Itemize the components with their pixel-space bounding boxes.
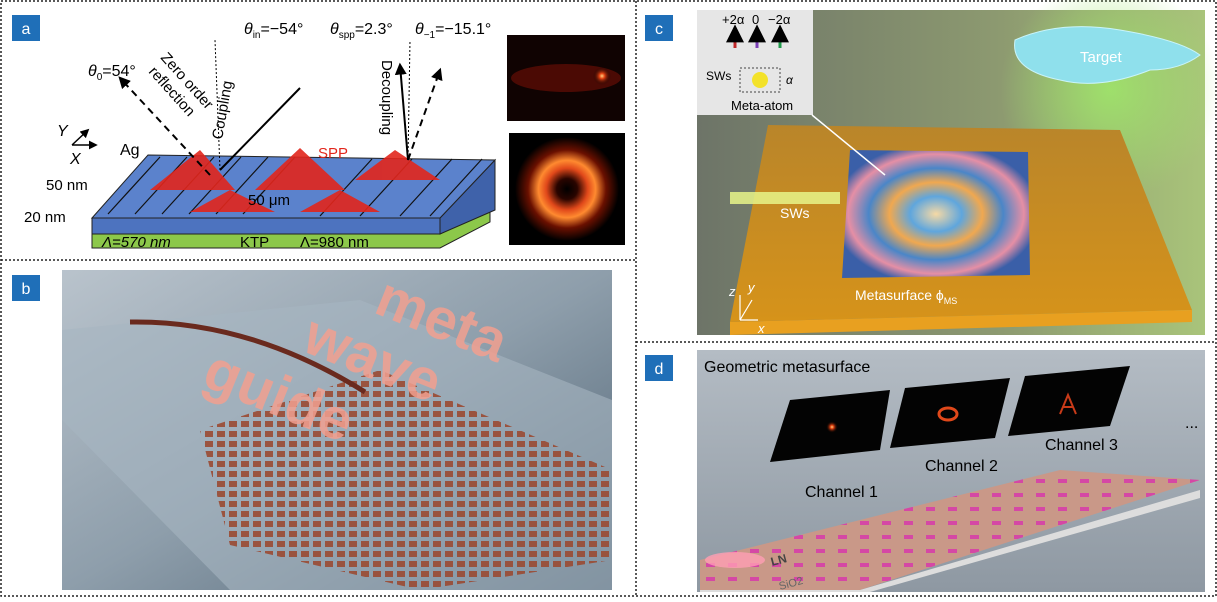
spacing-label: 50 μm bbox=[248, 192, 290, 209]
panel-d: Geometric metasurface Channel 1 Channel … bbox=[645, 350, 1205, 593]
meta-atom bbox=[752, 72, 768, 88]
beams bbox=[118, 39, 443, 176]
decoupling-label: Decoupling bbox=[378, 60, 395, 135]
panel-letter: a bbox=[22, 21, 31, 38]
coupling-label: Coupling bbox=[209, 79, 236, 140]
input-beam bbox=[705, 552, 765, 568]
slab-edge bbox=[730, 310, 1192, 335]
image-glow bbox=[511, 64, 621, 92]
channel-label: Channel 3 bbox=[1045, 437, 1118, 454]
slab-front bbox=[91, 217, 441, 235]
angle-label: θ0=54° bbox=[88, 63, 136, 83]
angle-label: θin=−54° bbox=[244, 21, 303, 41]
target-blob bbox=[1014, 26, 1201, 84]
meta-atoms bbox=[700, 470, 1200, 590]
inset-angle: α bbox=[786, 73, 794, 87]
letter-image bbox=[1059, 392, 1077, 415]
metasurface bbox=[842, 150, 1030, 278]
input-label: SWs bbox=[780, 205, 810, 221]
panel-c: Target +2α 0 −2α SWs α Meta-atom SWs Met… bbox=[645, 0, 1217, 336]
axis-z: z bbox=[728, 284, 736, 299]
panel-a: a θ0=54° θin=−54° θspp=2.3° θ−1= bbox=[12, 15, 625, 251]
gaussian-spot bbox=[826, 421, 838, 433]
inset-pointer bbox=[811, 114, 886, 176]
vortex-ring bbox=[937, 406, 959, 422]
angle-labels: θ0=54° θin=−54° θspp=2.3° θ−1=−15.1° bbox=[88, 21, 491, 83]
axis-x: x bbox=[757, 321, 765, 336]
angle-label: θ−1=−15.1° bbox=[415, 21, 491, 41]
axis-y: Y bbox=[57, 123, 69, 140]
inset-caption: Meta-atom bbox=[731, 98, 793, 113]
waveguide-edge bbox=[129, 319, 367, 395]
panel-letter: c bbox=[655, 21, 663, 38]
channel-label: Channel 2 bbox=[925, 458, 998, 475]
thickness-top: 50 nm bbox=[46, 177, 88, 194]
order-label: −2α bbox=[768, 12, 791, 27]
thickness-bottom: 20 nm bbox=[24, 209, 66, 226]
ln-label: LN bbox=[769, 551, 788, 569]
spp-label: SPP bbox=[318, 145, 348, 162]
panel-letter: b bbox=[22, 281, 31, 298]
panel-b: meta wave guide b bbox=[12, 264, 612, 590]
meta-atom-box bbox=[739, 67, 781, 93]
ring-pattern bbox=[515, 137, 619, 241]
axes bbox=[739, 295, 758, 321]
output-image bbox=[890, 378, 1010, 448]
axis-y: y bbox=[747, 280, 756, 295]
panel-badge bbox=[645, 15, 673, 41]
period-right: Λ=980 nm bbox=[300, 234, 369, 251]
target-label: Target bbox=[1080, 49, 1123, 66]
panel-badge bbox=[645, 355, 673, 381]
panel-letter: d bbox=[655, 361, 664, 378]
ag-label: Ag bbox=[120, 142, 140, 159]
output-image bbox=[1008, 366, 1130, 436]
ellipsis: ... bbox=[1185, 415, 1198, 432]
substrate-label: KTP bbox=[240, 234, 269, 251]
image-spot bbox=[593, 67, 611, 85]
channel-label: Channel 1 bbox=[805, 484, 878, 501]
axes bbox=[71, 128, 98, 150]
panel-badge bbox=[12, 275, 40, 301]
metasurface-label: Metasurface ϕMS bbox=[855, 287, 957, 306]
period-left: Λ=570 nm bbox=[101, 234, 171, 251]
order-label: +2α bbox=[722, 12, 745, 27]
meta-atom-array bbox=[200, 370, 612, 590]
sw-beam bbox=[730, 192, 840, 204]
inset-sw: SWs bbox=[706, 69, 731, 83]
panel-badge bbox=[12, 15, 40, 41]
axis-x: X bbox=[69, 151, 82, 168]
angle-label: θspp=2.3° bbox=[330, 21, 393, 41]
order-label: 0 bbox=[752, 12, 759, 27]
spp-waves bbox=[150, 148, 440, 212]
panel-title: Geometric metasurface bbox=[704, 359, 870, 376]
